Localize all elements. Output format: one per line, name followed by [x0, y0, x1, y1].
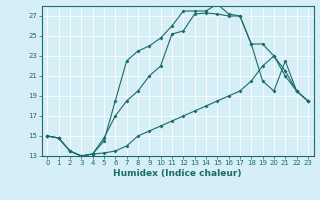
X-axis label: Humidex (Indice chaleur): Humidex (Indice chaleur) [113, 169, 242, 178]
